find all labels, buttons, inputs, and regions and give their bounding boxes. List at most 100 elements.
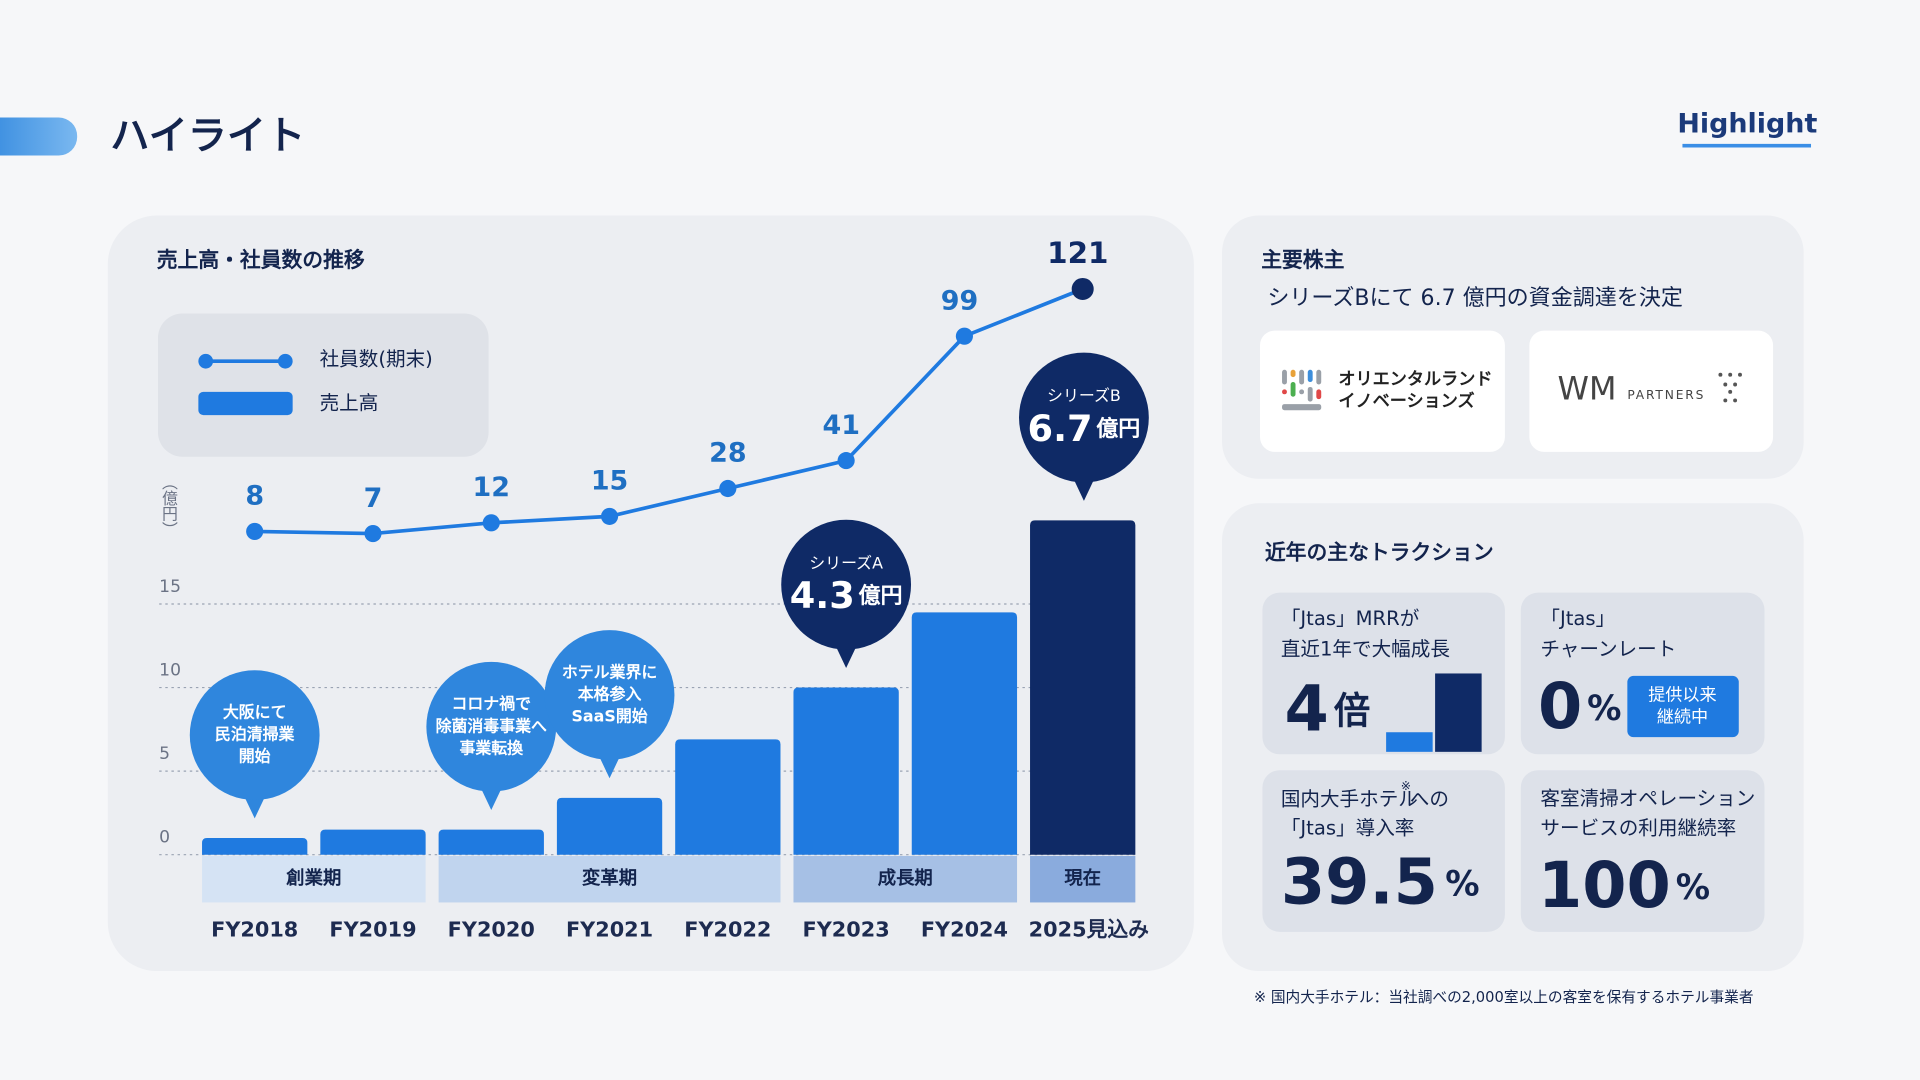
y-tick-label: 0 [159, 828, 170, 848]
callout-text: 4.3 億円 [790, 573, 903, 616]
y-axis-label: （億円） [159, 474, 178, 538]
x-tick-label: FY2019 [329, 918, 416, 942]
metric-label: 客室清掃オペレーション [1540, 787, 1755, 810]
plot: 0 5 10 15 創業期 変革期 成長期 現在 FY2018 FY2019 FY2020 FY202… [159, 236, 1149, 941]
callout-unit: 億円 [1096, 416, 1140, 442]
metric-label: 国内大手ホテル※への [1281, 779, 1449, 810]
callout [426, 661, 557, 792]
callout-text: ホテル業界に [562, 662, 657, 681]
page-tag: Highlight [1677, 108, 1817, 139]
bar [438, 829, 544, 855]
shareholder-title: 主要株主 [1261, 248, 1344, 272]
x-tick-label: FY2024 [921, 918, 1008, 942]
callout [480, 786, 503, 811]
value-label: 99 [941, 285, 978, 316]
callout [835, 644, 858, 668]
metric-label: チャーンレート [1540, 638, 1676, 661]
bar [320, 829, 426, 855]
callout [598, 755, 621, 779]
bar [675, 739, 781, 855]
metric-label: 「Jtas」MRRが [1281, 607, 1420, 630]
callout-text: シリーズA [809, 553, 883, 572]
value-label: 8 [245, 481, 264, 512]
logo-text: イノベーションズ [1338, 391, 1474, 412]
bar [556, 797, 663, 855]
line-point [955, 327, 973, 345]
x-tick-label: FY2022 [684, 918, 771, 942]
y-tick-label: 5 [159, 744, 170, 764]
metric-label: 「Jtas」導入率 [1281, 816, 1415, 839]
title-accent [0, 117, 78, 156]
callout [1019, 352, 1149, 483]
legend-dot [198, 353, 214, 369]
logo-mark [1282, 369, 1322, 411]
phase-band [202, 855, 426, 903]
bar [1030, 520, 1136, 855]
metric-label: サービスの利用継続率 [1540, 816, 1736, 839]
legend-dot [277, 353, 293, 369]
metric-value: 39.5% [1281, 845, 1480, 919]
mini-bar [1435, 673, 1482, 752]
value-label: 121 [1047, 236, 1108, 270]
callout-unit: 億円 [858, 583, 902, 609]
phase-band [1030, 855, 1136, 903]
phase-label: 創業期 [285, 867, 341, 889]
callout-text: SaaS開始 [571, 707, 647, 726]
phase-band [438, 855, 781, 903]
logo-box [1529, 330, 1774, 452]
mini-chart [1386, 673, 1482, 752]
shareholder-subtitle: シリーズBにて 6.7 億円の資金調達を決定 [1267, 286, 1683, 311]
chart-title: 売上高・社員数の推移 [157, 248, 365, 272]
mini-bar [1386, 732, 1433, 752]
line-point [364, 524, 382, 543]
line [254, 287, 1084, 536]
phase-label: 現在 [1064, 867, 1101, 889]
metric-value: 0% [1538, 670, 1622, 744]
callout-text: 本格参入 [578, 685, 642, 704]
callout-text: シリーズB [1047, 386, 1121, 405]
line-point [837, 452, 855, 470]
callout [781, 519, 912, 650]
y-tick-label: 10 [159, 660, 181, 680]
x-tick-label: FY2021 [566, 918, 653, 942]
line-point [600, 507, 619, 525]
x-tick-label: FY2020 [448, 918, 535, 942]
line-point [719, 479, 737, 498]
bar [202, 837, 308, 855]
legend-label: 社員数(期末) [320, 348, 433, 371]
metric-label: 直近1年で大幅成長 [1281, 638, 1450, 661]
bar [793, 687, 899, 855]
phase-label: 成長期 [878, 867, 933, 889]
logo-text: WM [1558, 370, 1617, 408]
logo-box [1260, 330, 1505, 452]
callout [544, 630, 675, 760]
logo-mark [1718, 372, 1742, 403]
phase-label: 変革期 [582, 867, 637, 889]
logo-text: オリエンタルランド [1338, 370, 1492, 390]
callout [243, 795, 266, 819]
value-label: 28 [709, 438, 746, 469]
callout [1072, 477, 1095, 501]
badge [1627, 675, 1739, 738]
callout-text: 除菌消毒事業へ [436, 716, 547, 735]
legend-swatch [198, 391, 293, 416]
page-title: ハイライト [110, 114, 305, 159]
callout-amount: 6.7 [1028, 406, 1093, 449]
traction-title: 近年の主なトラクション [1265, 540, 1494, 564]
badge-text: 継続中 [1657, 708, 1708, 728]
metric-value: 100% [1538, 849, 1710, 923]
callout-text: コロナ禍で [451, 694, 531, 713]
y-tick-label: 15 [159, 577, 181, 597]
callout [189, 670, 320, 801]
bar [911, 612, 1018, 855]
logo-text: PARTNERS [1627, 388, 1705, 402]
footnote: ※ 国内大手ホテル：当社調べの2,000室以上の客室を保有するホテル事業者 [1254, 989, 1754, 1006]
metric-card [1262, 770, 1505, 932]
callout-text: 大阪にて [223, 703, 287, 722]
line-point [1071, 277, 1094, 301]
x-tick-label: FY2018 [211, 918, 298, 942]
callout-text: 民泊清掃業 [215, 725, 295, 744]
